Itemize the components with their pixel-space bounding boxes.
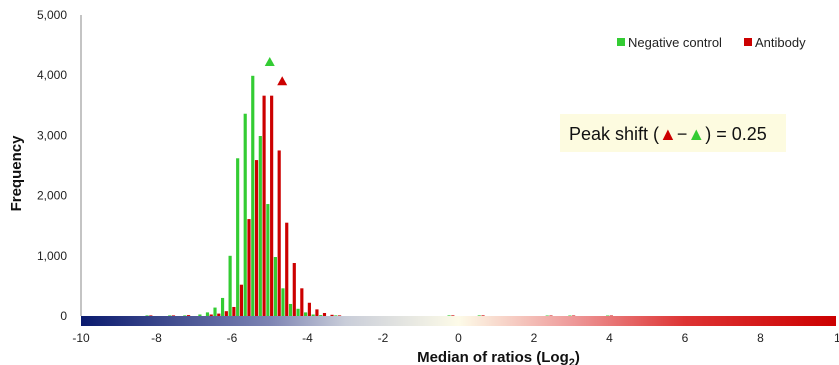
- x-axis-label: Median of ratios (Log2): [417, 349, 580, 365]
- bar-antibody: [262, 95, 266, 316]
- bar-antibody: [277, 150, 281, 316]
- bar-antibody: [232, 306, 236, 316]
- bar-antibody: [300, 288, 304, 316]
- x-tick-labels: -10 -8 -6 -4 -2 0 2 4 6 8 10: [72, 331, 839, 345]
- bar-antibody: [451, 315, 455, 316]
- bar-negative-control: [145, 315, 149, 316]
- bar-antibody: [270, 95, 274, 316]
- x-tick-label: 4: [606, 331, 613, 345]
- bar-antibody: [217, 313, 221, 316]
- bar-negative-control: [258, 136, 262, 316]
- bar-antibody: [254, 160, 259, 316]
- bar-negative-control: [236, 158, 240, 316]
- bar-antibody: [285, 222, 289, 316]
- bar-negative-control: [334, 315, 338, 316]
- peak-marker-negative-control: [264, 56, 275, 66]
- annotation-dash: −: [677, 124, 688, 144]
- legend: Negative control Antibody: [617, 35, 806, 50]
- x-tick-label: 6: [682, 331, 689, 345]
- y-tick-label: 4,000: [37, 68, 67, 82]
- bar-negative-control: [220, 297, 225, 316]
- peak-marker-antibody: [277, 76, 288, 86]
- x-tick-label: -6: [227, 331, 238, 345]
- x-tick-label: 2: [531, 331, 538, 345]
- x-tick-label: -2: [378, 331, 389, 345]
- bar-antibody: [224, 311, 228, 316]
- bar-antibody: [338, 315, 342, 316]
- bar-negative-control: [304, 312, 308, 316]
- bar-negative-control: [205, 312, 210, 316]
- bars: [145, 75, 613, 316]
- bar-negative-control: [281, 288, 285, 316]
- bar-antibody: [307, 302, 311, 316]
- green-triangle-icon: ▲: [687, 124, 705, 144]
- y-tick-labels: 0 1,000 2,000 3,000 4,000 5,000: [37, 8, 67, 323]
- colorbar: [81, 316, 836, 326]
- bar-negative-control: [447, 315, 451, 316]
- y-tick-label: 2,000: [37, 189, 67, 203]
- bar-negative-control: [228, 255, 232, 316]
- bar-negative-control: [296, 308, 300, 316]
- bar-antibody: [481, 315, 485, 316]
- bar-negative-control: [251, 75, 255, 316]
- bar-negative-control: [311, 314, 315, 316]
- x-axis-label-main: Median of ratios (Log: [417, 349, 569, 365]
- x-axis-label-subscript: 2: [569, 357, 575, 365]
- bar-negative-control: [273, 257, 277, 316]
- bar-antibody: [239, 284, 244, 316]
- x-tick-label: 8: [757, 331, 764, 345]
- bar-antibody: [330, 314, 334, 316]
- legend-label-antibody: Antibody: [755, 35, 806, 50]
- bar-antibody: [149, 315, 153, 316]
- y-tick-label: 1,000: [37, 249, 67, 263]
- bar-antibody: [171, 315, 176, 316]
- annotation-box: [560, 114, 786, 152]
- x-tick-label: -8: [151, 331, 162, 345]
- bar-negative-control: [243, 113, 247, 316]
- legend-swatch-antibody: [744, 38, 752, 46]
- legend-swatch-negative-control: [617, 38, 625, 46]
- x-tick-label: -10: [72, 331, 90, 345]
- bar-antibody: [315, 309, 319, 316]
- red-triangle-icon: ▲: [659, 124, 677, 144]
- bar-negative-control: [477, 315, 481, 316]
- y-tick-label: 0: [60, 309, 67, 323]
- y-tick-label: 5,000: [37, 8, 67, 22]
- bar-negative-control: [168, 315, 172, 316]
- bar-antibody: [209, 314, 213, 316]
- x-tick-label: 0: [455, 331, 462, 345]
- y-axis-label: Frequency: [8, 135, 25, 212]
- bar-antibody: [187, 315, 191, 316]
- legend-label-negative-control: Negative control: [628, 35, 722, 50]
- bar-negative-control: [198, 314, 202, 316]
- annotation-text: Peak shift (▲−▲) = 0.25: [569, 124, 767, 144]
- annotation-prefix: Peak shift (: [569, 124, 659, 144]
- annotation-suffix: ) = 0.25: [705, 124, 767, 144]
- bar-negative-control: [319, 315, 323, 316]
- y-tick-label: 3,000: [37, 128, 67, 142]
- bar-antibody: [292, 263, 296, 316]
- bar-negative-control: [183, 315, 187, 316]
- x-tick-label: 10: [834, 331, 839, 345]
- x-axis-label-suffix: ): [575, 349, 580, 365]
- peak-shift-annotation: Peak shift (▲−▲) = 0.25: [560, 114, 786, 152]
- bar-negative-control: [213, 307, 217, 316]
- x-tick-label: -4: [302, 331, 313, 345]
- bar-negative-control: [288, 303, 293, 316]
- bar-negative-control: [266, 204, 270, 316]
- bar-antibody: [247, 219, 251, 316]
- peak-markers: [264, 56, 288, 86]
- bar-antibody: [322, 312, 327, 316]
